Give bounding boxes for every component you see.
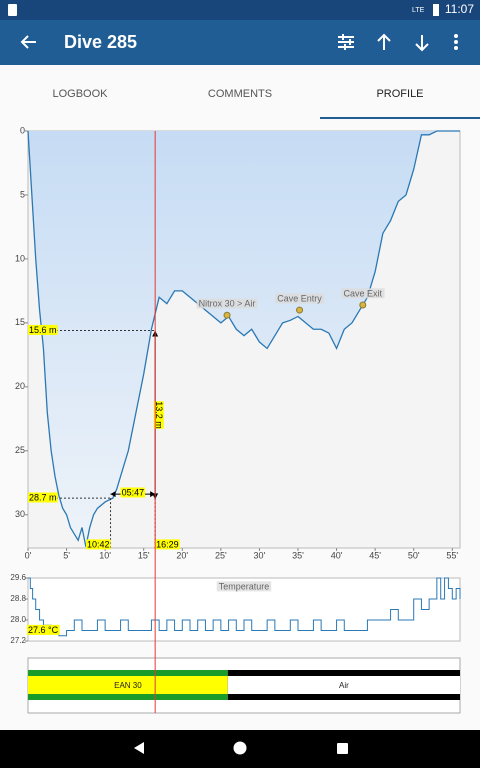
label-bg [216, 581, 272, 592]
time-label: 16:29 [156, 539, 179, 549]
gas-segment [227, 676, 460, 694]
y-tick-label: 15 [15, 317, 25, 327]
event-label: Nitrox 30 > Air [199, 299, 256, 309]
y-tick-label: 27.2 [10, 636, 26, 645]
x-tick-label: 5' [63, 550, 70, 560]
y-tick-label: 30 [15, 509, 25, 519]
network-label: LTE [412, 7, 425, 14]
label-bg [28, 492, 58, 503]
back-button[interactable] [20, 35, 36, 49]
arrow-head [110, 491, 156, 498]
x-tick-label: 45' [369, 550, 381, 560]
nav-recents[interactable] [337, 743, 348, 754]
label-bg [155, 539, 180, 550]
delta-label: 13.2 m [154, 401, 164, 429]
filter-button[interactable] [338, 34, 354, 50]
y-tick-label: 20 [15, 381, 25, 391]
x-tick-label: 35' [292, 550, 304, 560]
x-tick-label: 55' [446, 550, 458, 560]
y-tick-label: 10 [15, 253, 25, 263]
event-label: Cave Entry [277, 293, 322, 303]
label-bg [275, 293, 325, 304]
depth-line [27, 130, 460, 547]
event-icon [296, 306, 304, 314]
time-label: 10:42 [87, 539, 110, 549]
app-title: Dive 285 [64, 32, 137, 52]
nav-back[interactable] [134, 742, 144, 754]
y-tick-label: 5 [20, 189, 25, 199]
y-tick-label: 28.8 [10, 594, 26, 603]
tab[interactable]: COMMENTS [208, 88, 272, 100]
duration-label: 05:47 [122, 487, 145, 497]
sim-icon [8, 4, 17, 16]
event-icon [223, 311, 231, 319]
label-bg [153, 401, 164, 429]
gas-segment [28, 676, 228, 694]
y-tick-label: 0 [20, 125, 25, 135]
label-bg [86, 539, 111, 550]
menu-button[interactable] [454, 34, 458, 50]
gas-label: Air [339, 681, 349, 690]
temp-label: 27.6 °C [28, 625, 59, 635]
app-bar [0, 20, 480, 65]
label-bg [120, 487, 146, 498]
event-label: Cave Exit [344, 288, 383, 298]
x-tick-label: 25' [215, 550, 227, 560]
x-tick-label: 50' [408, 550, 420, 560]
label-bg [28, 324, 58, 335]
depth-label: 15.6 m [29, 325, 57, 335]
up-button[interactable] [377, 33, 391, 50]
status-bar [0, 0, 480, 20]
y-tick-label: 28.0 [10, 615, 26, 624]
temp-title: Temperature [219, 581, 270, 591]
temp-line [28, 577, 461, 637]
x-tick-label: 20' [176, 550, 188, 560]
y-tick-label: 25 [15, 445, 25, 455]
down-button[interactable] [415, 35, 429, 52]
battery-icon [433, 4, 439, 16]
tab-indicator [320, 117, 480, 119]
gas-label: EAN 30 [114, 681, 142, 690]
x-tick-label: 0' [25, 550, 32, 560]
label-bg [27, 624, 60, 635]
clock: 11:07 [445, 2, 474, 16]
label-bg [196, 298, 258, 309]
event-icon [359, 301, 367, 309]
depth-label: 28.7 m [29, 492, 57, 502]
x-tick-label: 15' [138, 550, 150, 560]
nav-home[interactable] [233, 741, 247, 755]
tab[interactable]: LOGBOOK [52, 88, 108, 100]
x-tick-label: 40' [331, 550, 343, 560]
depth-area [28, 131, 460, 547]
tab[interactable]: PROFILE [376, 88, 423, 100]
y-tick-label: 29.6 [10, 573, 26, 582]
x-tick-label: 30' [254, 550, 266, 560]
x-tick-label: 10' [99, 550, 111, 560]
label-bg [341, 288, 385, 299]
